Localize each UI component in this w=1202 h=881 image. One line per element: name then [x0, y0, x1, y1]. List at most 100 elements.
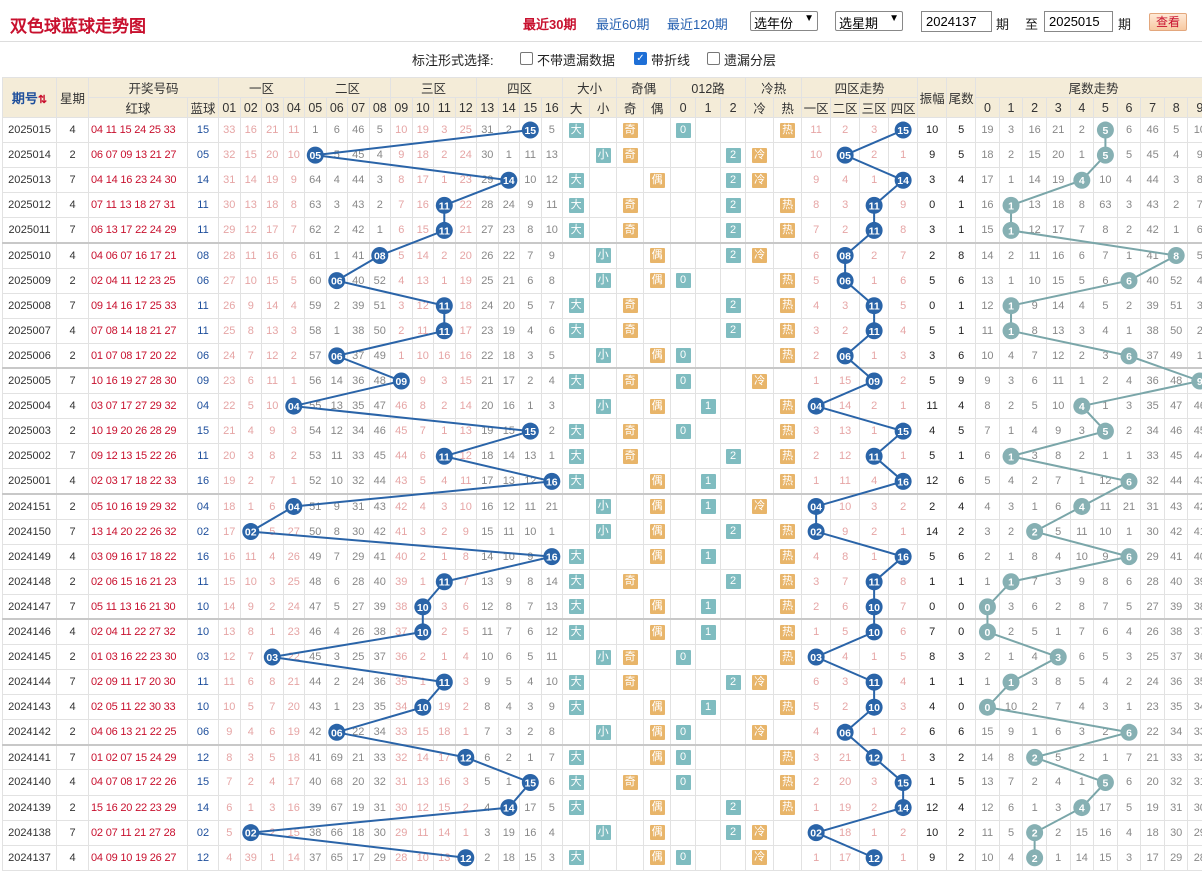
road-0: [670, 192, 697, 219]
temp-hot-mark: 热: [780, 599, 796, 615]
tail-cell: 6: [946, 719, 977, 746]
miss-cell-12: 17: [454, 317, 478, 344]
tail-trend-cell-9: 4: [1187, 267, 1202, 294]
blue-ball-marker: 15: [521, 422, 539, 440]
road-2: [720, 543, 747, 570]
svg-text:10: 10: [868, 602, 880, 614]
tail-trend-cell-7: 22: [1140, 719, 1165, 746]
col-issue[interactable]: 期号⇅: [2, 77, 57, 118]
zone-trend-cell-3: 2: [859, 393, 890, 420]
temp-hot-mark: 热: [780, 348, 796, 364]
svg-text:06: 06: [331, 276, 343, 288]
zone-ball-marker: 11: [865, 673, 883, 691]
zone-ball-marker: 08: [836, 247, 854, 265]
parity-odd-mark: 奇: [622, 448, 638, 464]
link-recent-30[interactable]: 最近30期: [523, 17, 577, 32]
col-num-03: 03: [261, 97, 284, 118]
miss-cell-09: 34: [390, 694, 413, 721]
tail-cell: 2: [946, 743, 977, 771]
tail-trend-cell-8: 42: [1163, 518, 1189, 545]
week-select[interactable]: 选星期 ▼: [835, 11, 903, 31]
miss-cell-08: 29: [368, 844, 392, 871]
miss-cell-06: 13: [325, 393, 349, 420]
miss-cell-04: 20: [282, 694, 306, 721]
issue-cell: 2024145: [2, 643, 57, 671]
size-small: [589, 418, 618, 445]
no-miss-checkbox[interactable]: [520, 52, 533, 65]
parity-even-mark: 偶: [649, 624, 665, 640]
tail-trend-cell-0: 7: [975, 418, 1000, 445]
zone-trend-cell-1: 3: [801, 418, 832, 445]
tail-trend-cell-6: 7: [1116, 743, 1142, 771]
tail-trend-cell-5: 3: [1093, 342, 1118, 369]
size-big: [562, 241, 591, 269]
from-issue-input[interactable]: 2024137: [921, 11, 992, 32]
parity-odd: 奇: [616, 292, 645, 319]
miss-cell-16: 7: [540, 292, 564, 319]
sort-icon[interactable]: ⇅: [37, 94, 48, 106]
blue-ball-cell: 11: [186, 192, 220, 219]
miss-cell-03: 15: [261, 267, 284, 294]
size-big: 大: [562, 367, 591, 395]
tail-trend-cell-3: 7: [1045, 694, 1071, 721]
query-button[interactable]: 查看: [1149, 13, 1187, 31]
tail-cell: 1: [946, 443, 977, 470]
zone-trend-cell-1: 1: [801, 618, 832, 645]
col-tail-0: 0: [975, 97, 1000, 118]
tail-trend-cell-7: 17: [1140, 844, 1165, 871]
tail-trend-cell-4: 14: [1069, 844, 1095, 871]
blue-ball-cell: 10: [186, 593, 220, 620]
tail-ball-marker: 1: [1002, 196, 1020, 214]
link-recent-120[interactable]: 最近120期: [667, 17, 728, 32]
tail-trend-cell-5: 10: [1093, 167, 1118, 194]
amp-cell: 5: [917, 317, 948, 344]
miss-cell-09: 42: [390, 492, 413, 520]
svg-text:02: 02: [245, 527, 257, 539]
miss-layer-checkbox[interactable]: [707, 52, 720, 65]
zone-ball-marker: 04: [807, 397, 825, 415]
to-issue-input[interactable]: 2025015: [1044, 11, 1113, 32]
year-select[interactable]: 选年份 ▼: [750, 11, 818, 31]
polyline-checkbox[interactable]: ✓: [634, 52, 647, 65]
svg-text:08: 08: [374, 251, 386, 263]
temp-hot-mark: 热: [780, 549, 796, 565]
miss-cell-12: 14: [454, 393, 478, 420]
red-balls-cell: 04 09 10 19 26 27: [88, 844, 188, 871]
tail-trend-cell-5: 8: [1093, 217, 1118, 244]
tail-trend-cell-4: 2: [1069, 443, 1095, 470]
tail-cell: 1: [946, 192, 977, 219]
tail-trend-cell-2: 7: [1022, 568, 1047, 595]
blue-ball-marker: 16: [543, 472, 561, 490]
temp-hot: 热: [773, 643, 803, 671]
tail-trend-cell-6: 6: [1116, 568, 1142, 595]
issue-cell: 2024151: [2, 492, 57, 520]
tail-trend-cell-0: 1: [975, 568, 1000, 595]
svg-text:9: 9: [1197, 376, 1202, 388]
red-balls-cell: 02 05 11 22 30 33: [88, 694, 188, 721]
road-1: [695, 443, 722, 470]
miss-cell-01: 29: [218, 217, 241, 244]
miss-cell-08: 51: [368, 292, 392, 319]
parity-even: 偶: [643, 267, 672, 294]
weekday-cell: 7: [56, 292, 89, 319]
blue-ball-marker: 11: [435, 297, 453, 315]
road-1: 1: [695, 618, 722, 645]
tail-trend-cell-5: 2: [1093, 367, 1118, 395]
size-big: 大: [562, 468, 591, 495]
table-row: 2024147 7 05 11 13 16 21 30 10 14 9 2 24 47 5 27 39…: [2, 593, 1202, 620]
table-row: 2025013 7 04 14 16 23 24 30 14 31 14 19 9 64 4 44 3…: [2, 167, 1202, 194]
size-big: 大: [562, 694, 591, 721]
link-recent-60[interactable]: 最近60期: [596, 17, 650, 32]
size-big-mark: 大: [568, 774, 584, 790]
size-big-mark: 大: [568, 222, 584, 238]
miss-cell-02: 9: [239, 292, 263, 319]
tail-trend-cell-3: 21: [1045, 116, 1071, 144]
tail-trend-cell-7: 38: [1140, 317, 1165, 344]
miss-cell-16: 1: [540, 443, 564, 470]
svg-text:15: 15: [524, 426, 536, 438]
svg-text:06: 06: [331, 351, 343, 363]
tail-ball-marker: 2: [1026, 523, 1044, 541]
temp-hot: 热: [773, 393, 803, 420]
tail-trend-cell-2: 6: [1022, 593, 1047, 620]
miss-cell-13: 21: [476, 367, 499, 395]
